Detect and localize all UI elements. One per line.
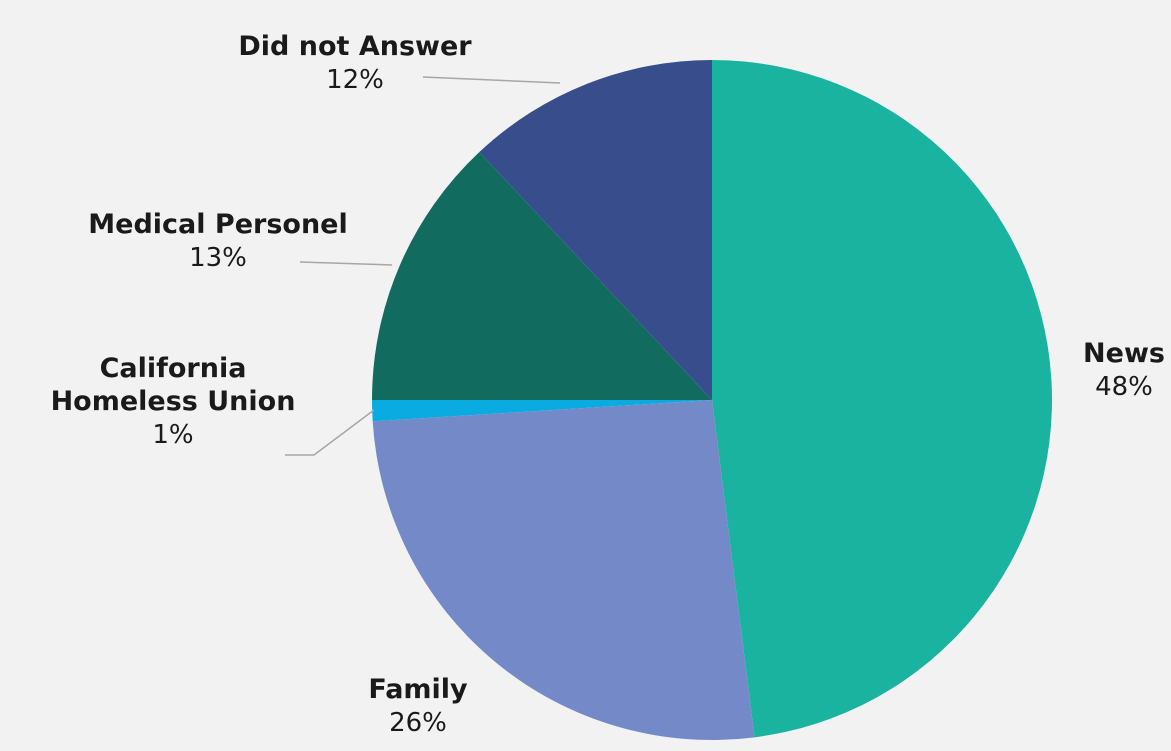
pie-slice-medical-personel — [372, 152, 712, 400]
percent-label-medical-personel: 13% — [189, 243, 247, 273]
pie-slice-california-homeless-union — [372, 400, 712, 422]
percent-label-california-homeless-union: 1% — [152, 420, 193, 450]
percent-label-family: 26% — [389, 708, 447, 738]
category-label-california-homeless-union: Homeless Union — [51, 386, 296, 417]
pie-slice-family — [372, 400, 755, 740]
leader-line-california-homeless-union — [285, 409, 375, 456]
percent-label-news: 48% — [1095, 372, 1153, 402]
category-label-news: News — [1083, 338, 1165, 369]
leader-line-did-not-answer — [422, 76, 561, 84]
leader-line-medical-personel — [299, 261, 393, 266]
percent-label-did-not-answer: 12% — [326, 65, 384, 95]
category-label-california-homeless-union: California — [100, 353, 247, 384]
category-label-family: Family — [368, 674, 468, 705]
category-label-did-not-answer: Did not Answer — [238, 31, 472, 62]
category-label-medical-personel: Medical Personel — [88, 209, 347, 240]
pie-slice-news — [712, 60, 1052, 738]
pie-slice-did-not-answer — [479, 60, 712, 400]
